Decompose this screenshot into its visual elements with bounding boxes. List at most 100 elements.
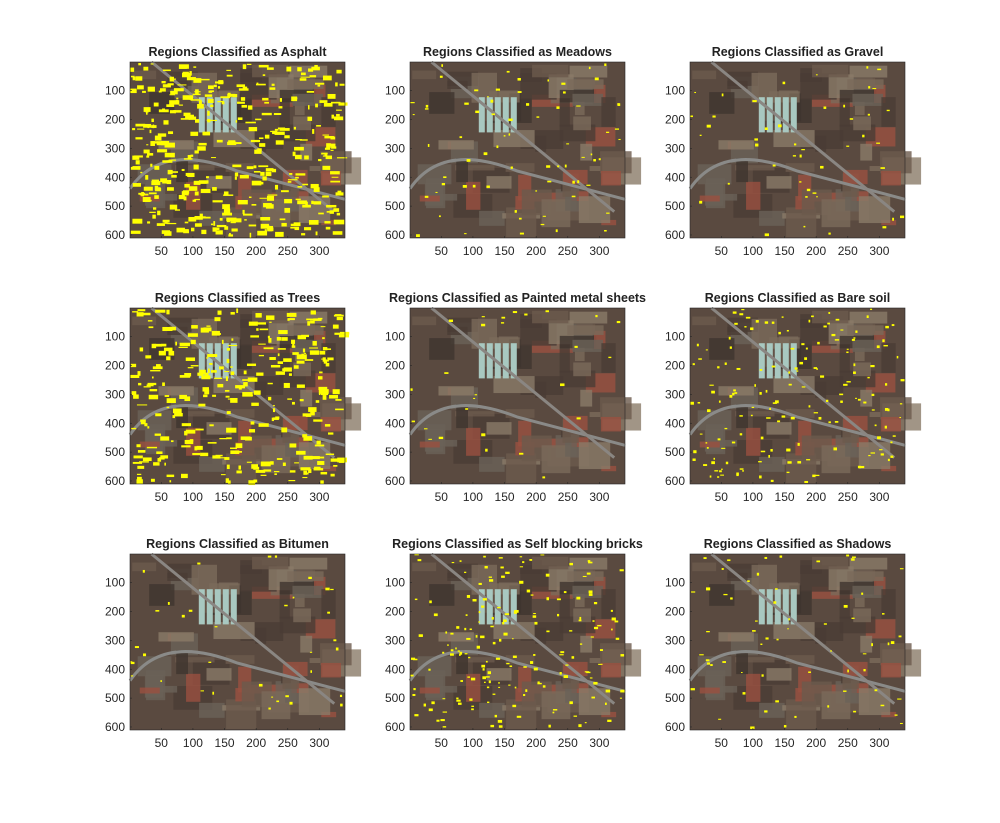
x-tick-label: 100 — [743, 244, 763, 258]
subplot-title: Regions Classified as Painted metal shee… — [389, 291, 646, 305]
x-tick-label: 300 — [869, 490, 889, 504]
subplot-title: Regions Classified as Bare soil — [705, 291, 891, 305]
y-tick-label: 500 — [385, 445, 405, 459]
x-tick-label: 150 — [215, 736, 235, 750]
y-tick-label: 300 — [385, 387, 405, 401]
axes-frame — [129, 553, 346, 731]
y-tick-label: 600 — [385, 474, 405, 488]
subplot-9: Regions Classified as Shadows 50 100 150 200… — [665, 537, 922, 750]
y-tick-label: 600 — [665, 720, 685, 734]
subplot-4: Regions Classified as Trees 50 100 150 200 25… — [105, 291, 362, 504]
x-tick-label: 200 — [246, 736, 266, 750]
subplot-title: Regions Classified as Gravel — [712, 45, 884, 59]
y-tick-label: 300 — [665, 387, 685, 401]
subplot-1: Regions Classified as Asphalt 50 100 150 200… — [105, 45, 362, 258]
x-tick-label: 250 — [278, 736, 298, 750]
x-tick-label: 250 — [838, 490, 858, 504]
x-tick-label: 300 — [309, 244, 329, 258]
aerial-image — [408, 552, 642, 730]
x-tick-label: 150 — [775, 490, 795, 504]
x-tick-label: 150 — [495, 736, 515, 750]
subplot-title: Regions Classified as Trees — [155, 291, 320, 305]
x-tick-label: 250 — [558, 736, 578, 750]
y-tick-label: 200 — [385, 605, 405, 619]
aerial-image — [688, 552, 922, 730]
x-tick-label: 300 — [589, 490, 609, 504]
y-tick-label: 200 — [385, 113, 405, 127]
aerial-image — [688, 60, 922, 238]
x-tick-label: 150 — [215, 244, 235, 258]
y-tick-label: 600 — [105, 720, 125, 734]
classified-overlay — [690, 308, 905, 484]
classified-overlay — [130, 555, 343, 710]
y-tick-label: 200 — [105, 359, 125, 373]
x-tick-label: 100 — [183, 736, 203, 750]
y-tick-label: 100 — [665, 330, 685, 344]
y-tick-label: 500 — [385, 691, 405, 705]
y-tick-label: 500 — [665, 691, 685, 705]
y-tick-label: 300 — [105, 387, 125, 401]
x-tick-label: 300 — [309, 490, 329, 504]
y-tick-label: 100 — [105, 576, 125, 590]
y-tick-label: 500 — [105, 199, 125, 213]
subplot-2: Regions Classified as Meadows 50 100 150 200… — [385, 45, 642, 258]
x-tick-label: 250 — [558, 490, 578, 504]
y-tick-label: 400 — [105, 662, 125, 676]
y-tick-label: 200 — [385, 359, 405, 373]
subplot-title: Regions Classified as Self blocking bric… — [392, 537, 643, 551]
x-tick-label: 250 — [558, 244, 578, 258]
classified-overlay — [410, 63, 621, 238]
x-tick-label: 50 — [435, 490, 449, 504]
x-tick-label: 250 — [838, 244, 858, 258]
subplot-3: Regions Classified as Gravel 50 100 150 200 2… — [665, 45, 922, 258]
x-tick-label: 50 — [435, 736, 449, 750]
axes-frame — [129, 307, 346, 485]
x-tick-label: 250 — [278, 490, 298, 504]
y-tick-label: 100 — [385, 84, 405, 98]
y-tick-label: 200 — [665, 605, 685, 619]
classified-overlay — [410, 310, 621, 479]
x-tick-label: 200 — [806, 244, 826, 258]
y-tick-label: 300 — [385, 141, 405, 155]
subplot-5: Regions Classified as Painted metal shee… — [385, 291, 646, 504]
y-tick-label: 500 — [665, 199, 685, 213]
y-tick-label: 300 — [105, 633, 125, 647]
x-tick-label: 150 — [495, 490, 515, 504]
y-tick-label: 500 — [105, 691, 125, 705]
x-tick-label: 50 — [155, 736, 169, 750]
x-tick-label: 50 — [715, 736, 729, 750]
y-tick-label: 400 — [665, 416, 685, 430]
x-tick-label: 300 — [309, 736, 329, 750]
subplot-8: Regions Classified as Self blocking bric… — [385, 537, 643, 750]
x-tick-label: 150 — [775, 736, 795, 750]
classified-overlay — [690, 554, 904, 730]
y-tick-label: 500 — [385, 199, 405, 213]
x-tick-label: 250 — [838, 736, 858, 750]
x-tick-label: 200 — [526, 736, 546, 750]
y-tick-label: 300 — [105, 141, 125, 155]
subplot-6: Regions Classified as Bare soil 50 100 150 2… — [665, 291, 922, 504]
subplot-title: Regions Classified as Asphalt — [148, 45, 327, 59]
subplot-title: Regions Classified as Bitumen — [146, 537, 329, 551]
x-tick-label: 200 — [246, 490, 266, 504]
y-tick-label: 200 — [665, 113, 685, 127]
x-tick-label: 50 — [715, 490, 729, 504]
x-tick-label: 200 — [246, 244, 266, 258]
axes-frame — [409, 553, 626, 731]
x-tick-label: 50 — [155, 490, 169, 504]
subplot-title: Regions Classified as Shadows — [704, 537, 892, 551]
y-tick-label: 100 — [665, 84, 685, 98]
y-tick-label: 600 — [385, 720, 405, 734]
x-tick-label: 250 — [278, 244, 298, 258]
x-tick-label: 200 — [806, 736, 826, 750]
classified-overlay — [410, 554, 625, 728]
x-tick-label: 300 — [589, 244, 609, 258]
y-tick-label: 200 — [665, 359, 685, 373]
x-tick-label: 300 — [869, 736, 889, 750]
x-tick-label: 50 — [715, 244, 729, 258]
y-tick-label: 400 — [385, 662, 405, 676]
x-tick-label: 150 — [495, 244, 515, 258]
classified-overlay — [130, 308, 350, 486]
